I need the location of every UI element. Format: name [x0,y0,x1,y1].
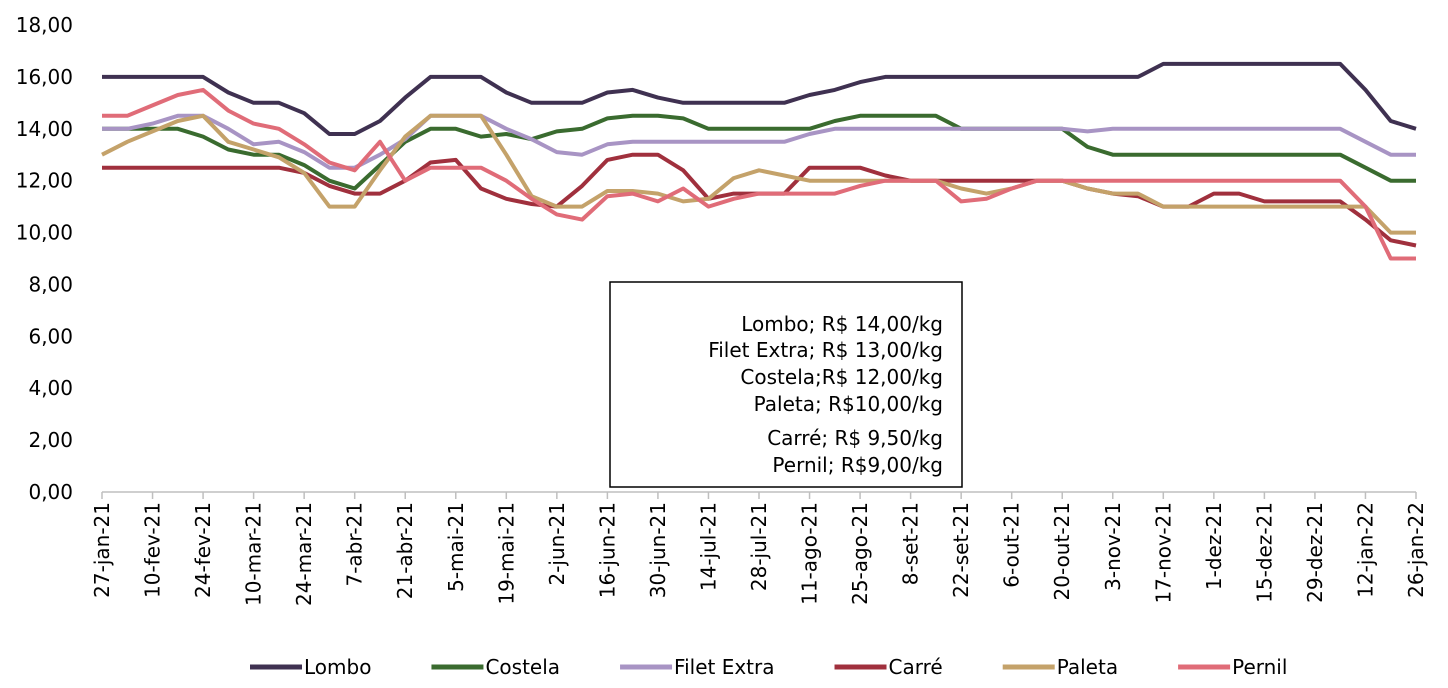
x-tick-label: 25-ago-21 [848,502,872,605]
y-tick-label: 14,00 [16,117,73,141]
x-tick-label: 12-jan-22 [1353,502,1377,598]
annotation-text: Pernil; R$9,00/kg [772,453,943,477]
x-tick-label: 27-jan-21 [90,502,114,598]
annotation-text: Filet Extra; R$ 13,00/kg [708,338,943,362]
x-tick-label: 7-abr-21 [343,502,367,587]
y-tick-label: 18,00 [16,13,73,37]
x-tick-label: 5-mai-21 [444,502,468,592]
x-tick-label: 22-set-21 [949,502,973,598]
legend-label: Pernil [1232,655,1287,679]
legend-label: Costela [485,655,560,679]
x-tick-label: 26-jan-22 [1404,502,1428,598]
legend-label: Lombo [304,655,371,679]
y-tick-label: 8,00 [28,272,73,296]
x-tick-label: 8-set-21 [899,502,923,585]
x-tick-label: 6-out-21 [1000,502,1024,588]
x-tick-label: 29-dez-21 [1303,502,1327,603]
x-tick-label: 10-fev-21 [141,502,165,598]
x-tick-label: 19-mai-21 [494,502,518,605]
series-line [102,61,1417,136]
x-tick-label: 24-fev-21 [191,502,215,598]
x-tick-label: 10-mar-21 [242,502,266,606]
series-line [101,113,1416,235]
annotation-text: Carré; R$ 9,50/kg [767,426,943,450]
series-line [102,113,1416,170]
x-tick-label: 21-abr-21 [393,502,417,599]
annotation-text: Lombo; R$ 14,00/kg [741,312,943,336]
x-tick-label: 20-out-21 [1050,502,1074,600]
legend-label: Carré [889,655,943,679]
x-tick-label: 30-jun-21 [646,502,670,598]
x-tick-label: 2-jun-21 [545,502,569,586]
series-line [102,113,1416,191]
x-tick-label: 11-ago-21 [798,502,822,605]
x-tick-label: 28-jul-21 [747,502,771,591]
x-tick-label: 1-dez-21 [1202,502,1226,590]
x-tick-label: 3-nov-21 [1101,502,1125,591]
annotation-box [609,281,963,488]
y-tick-label: 16,00 [16,65,73,89]
legend-label: Filet Extra [674,655,774,679]
y-tick-label: 2,00 [28,428,73,452]
legend-label: Paleta [1057,655,1118,679]
x-tick-label: 24-mar-21 [292,502,316,606]
y-tick-label: 12,00 [16,169,73,193]
x-tick-label: 15-dez-21 [1252,502,1276,603]
y-tick-label: 6,00 [28,324,73,348]
y-tick-label: 10,00 [16,221,73,245]
x-tick-label: 17-nov-21 [1151,502,1175,604]
annotation-text: Costela;R$ 12,00/kg [740,365,943,389]
y-tick-label: 0,00 [28,480,73,504]
annotation-text: Paleta; R$10,00/kg [754,392,943,416]
series-line [102,87,1416,261]
y-tick-label: 4,00 [28,376,73,400]
x-tick-label: 14-jul-21 [696,502,720,591]
x-tick-label: 16-jun-21 [595,502,619,598]
